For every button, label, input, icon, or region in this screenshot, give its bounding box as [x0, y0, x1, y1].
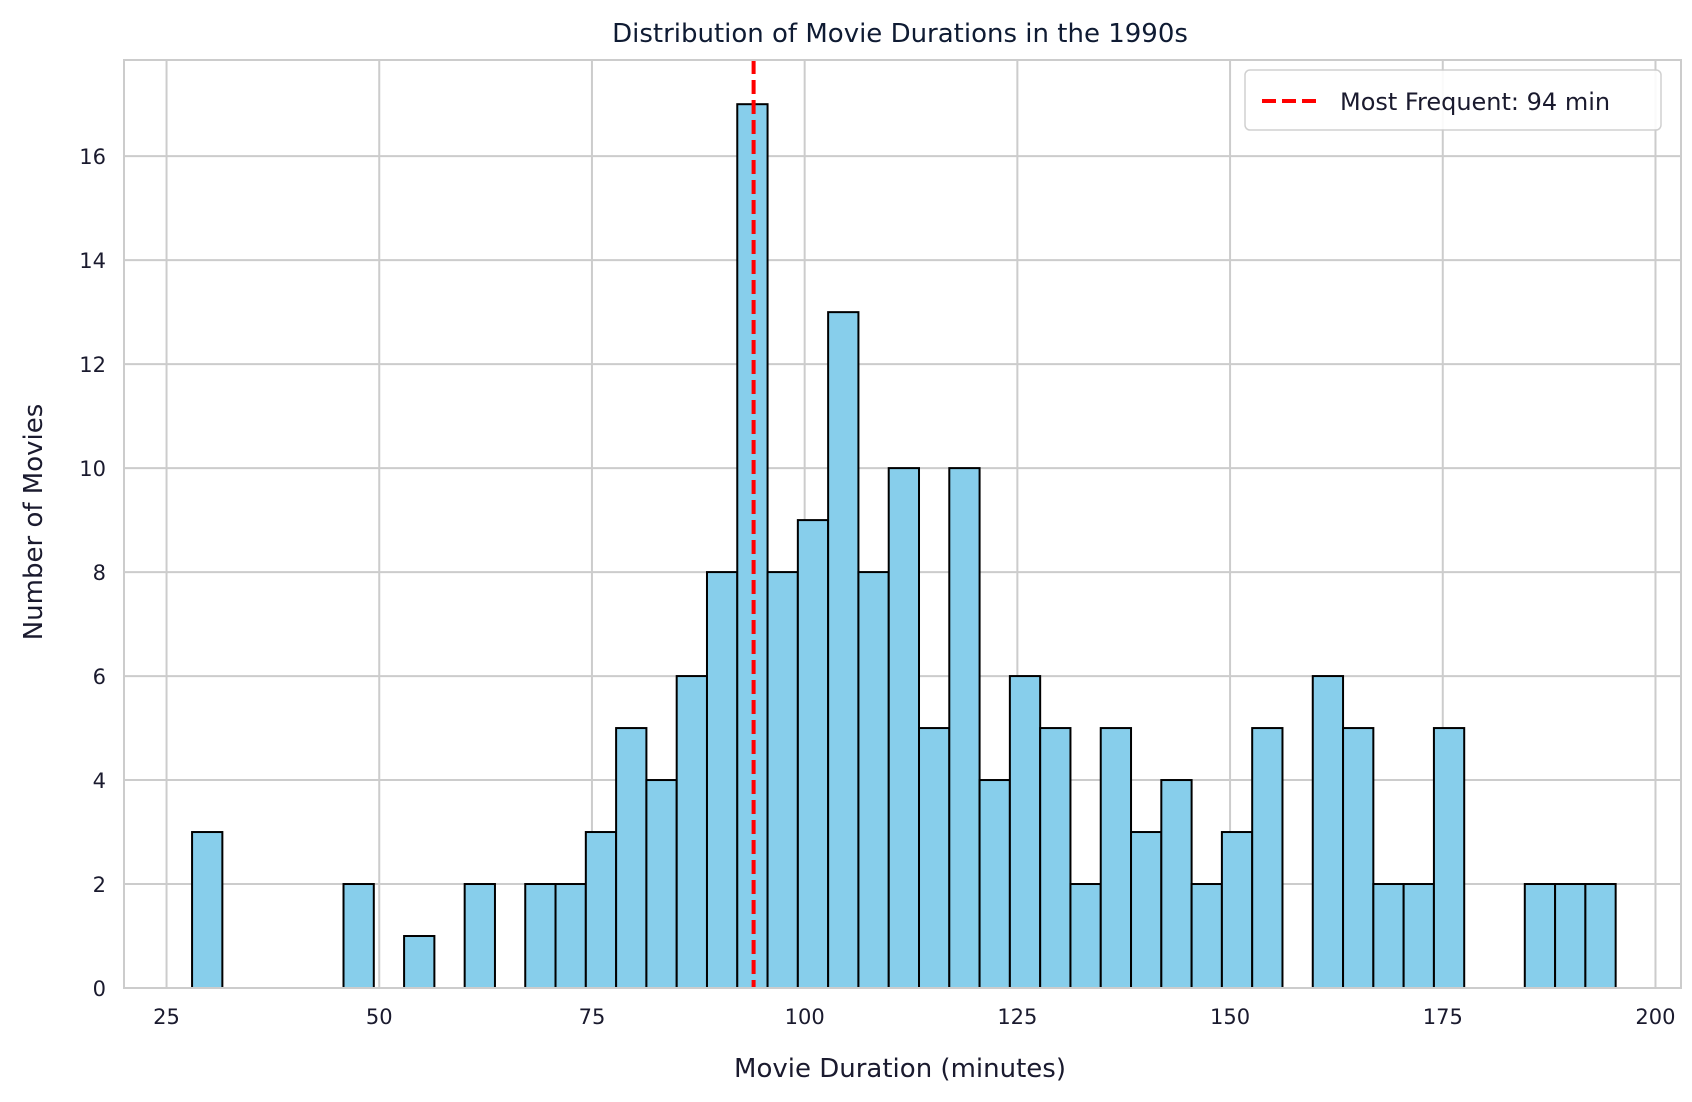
- x-tick-label: 175: [1423, 1005, 1463, 1029]
- histogram-bar: [1372, 883, 1405, 989]
- histogram-bar: [1190, 883, 1223, 989]
- histogram-bar: [1039, 727, 1072, 989]
- y-tick-label: 6: [93, 665, 106, 689]
- histogram-bars: [191, 103, 1617, 990]
- x-tick-label: 150: [1210, 1005, 1250, 1029]
- histogram-bar: [524, 883, 557, 989]
- legend-label: Most Frequent: 94 min: [1340, 88, 1610, 116]
- plot-frame: [123, 59, 1682, 989]
- histogram-bar: [1402, 883, 1435, 989]
- histogram-bar: [191, 831, 224, 990]
- histogram-bar: [1311, 675, 1345, 989]
- legend: Most Frequent: 94 min: [1244, 69, 1662, 131]
- x-tick-label: 100: [785, 1005, 825, 1029]
- plot-border: [123, 59, 1682, 989]
- y-tick-label: 2: [93, 873, 106, 897]
- histogram-bar: [1130, 831, 1163, 990]
- y-tick-label: 12: [79, 353, 106, 377]
- histogram-bar: [675, 675, 708, 989]
- histogram-bar: [827, 311, 860, 990]
- histogram-bar: [796, 519, 830, 989]
- histogram-bar: [1160, 779, 1193, 989]
- histogram-bar: [948, 467, 981, 989]
- y-tick-label: 8: [93, 561, 106, 585]
- y-axis-title: Number of Movies: [19, 404, 49, 641]
- histogram-bar: [1008, 675, 1042, 989]
- histogram-bar: [554, 883, 587, 989]
- histogram-bar: [403, 935, 436, 990]
- y-tick-labels: 0 2 4 6 8 10 12 14 16: [79, 145, 106, 1001]
- y-tick-label: 14: [79, 249, 106, 273]
- histogram-bar: [645, 779, 678, 989]
- x-tick-labels: 25 50 75 100 125 150 175 200: [153, 1005, 1675, 1029]
- histogram-bar: [463, 883, 496, 989]
- histogram-bar: [1432, 727, 1466, 989]
- histogram-bar: [1523, 883, 1557, 989]
- histogram-bar: [918, 727, 951, 989]
- histogram-bar: [1554, 883, 1587, 989]
- histogram-bar: [1251, 727, 1284, 989]
- histogram-bar: [1584, 883, 1617, 989]
- histogram-bar: [615, 727, 648, 989]
- y-tick-label: 10: [79, 457, 106, 481]
- y-tick-label: 0: [93, 977, 106, 1001]
- x-tick-label: 200: [1635, 1005, 1675, 1029]
- x-tick-label: 50: [366, 1005, 393, 1029]
- chart-title: Distribution of Movie Durations in the 1…: [612, 19, 1188, 49]
- histogram-bar: [1220, 831, 1254, 990]
- x-tick-label: 125: [997, 1005, 1037, 1029]
- histogram-bar: [887, 467, 921, 989]
- x-tick-label: 75: [579, 1005, 606, 1029]
- y-tick-label: 16: [79, 145, 106, 169]
- histogram-bar: [1099, 727, 1133, 989]
- histogram-bar: [857, 571, 890, 990]
- histogram-bar: [1342, 727, 1375, 989]
- histogram-bar: [978, 779, 1011, 989]
- x-tick-label: 25: [153, 1005, 180, 1029]
- histogram-bar: [705, 571, 739, 990]
- histogram-bar: [584, 831, 618, 990]
- histogram-bar: [342, 883, 375, 989]
- histogram-bar: [1069, 883, 1102, 989]
- y-tick-label: 4: [93, 769, 106, 793]
- legend-box: [1244, 69, 1662, 131]
- histogram-bar: [766, 571, 799, 990]
- x-axis-title: Movie Duration (minutes): [734, 1054, 1066, 1084]
